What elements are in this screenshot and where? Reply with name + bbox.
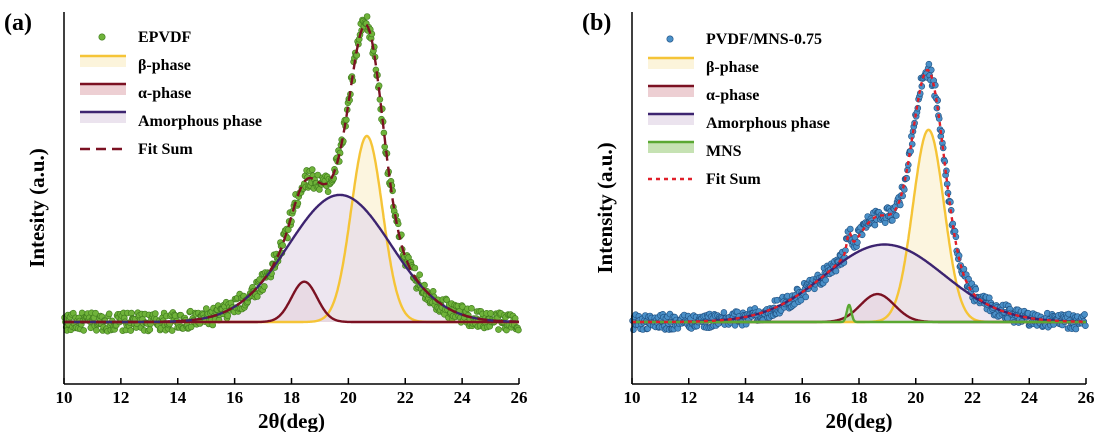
x-tick-label: 18 xyxy=(851,388,868,407)
data-point xyxy=(105,310,113,318)
data-point xyxy=(187,323,195,331)
y-axis-title: Intesity (a.u.) xyxy=(25,148,49,268)
legend-label: Amorphous phase xyxy=(706,115,830,132)
data-point xyxy=(1082,322,1089,330)
x-tick-label: 10 xyxy=(56,388,73,407)
data-point xyxy=(802,293,810,301)
data-point xyxy=(93,326,100,334)
legend-marker xyxy=(666,35,674,43)
data-point xyxy=(376,96,384,103)
x-tick-label: 22 xyxy=(964,388,981,407)
x-tick-label: 26 xyxy=(511,388,528,407)
data-point xyxy=(80,327,87,334)
x-tick-label: 24 xyxy=(1021,388,1039,407)
data-point xyxy=(720,309,728,316)
legend-swatch xyxy=(80,112,126,123)
data-point xyxy=(146,326,154,333)
data-point xyxy=(416,271,424,279)
x-axis-title: 2θ(deg) xyxy=(826,409,893,432)
chart-panel-a: 10 12 14 16 18 20 22 24 26 2θ(deg) Intesity (a.u.)… xyxy=(4,10,528,432)
data-point xyxy=(279,242,287,249)
x-tick-label: 18 xyxy=(283,388,300,407)
legend-label: PVDF/MNS-0.75 xyxy=(706,31,822,48)
legend-swatch xyxy=(648,58,694,69)
y-axis-title: Intensity (a.u.) xyxy=(593,142,617,273)
peak-fill-amorphous-phase xyxy=(64,194,519,322)
panel-label: (b) xyxy=(582,10,611,36)
data-point xyxy=(324,188,332,195)
legend-label: α-phase xyxy=(706,87,759,104)
data-point xyxy=(495,326,502,333)
data-point xyxy=(846,225,854,233)
data-point xyxy=(925,60,933,68)
legend-label: Amorphous phase xyxy=(138,113,262,130)
data-point xyxy=(972,285,980,293)
x-tick-label: 24 xyxy=(454,388,472,407)
legend: EPVDF β-phase α-phase Amorphous phase Fit Su… xyxy=(80,29,262,158)
x-tick-label: 14 xyxy=(737,388,755,407)
data-point xyxy=(253,293,261,300)
data-point xyxy=(261,283,268,290)
data-point xyxy=(152,310,159,317)
legend-swatch xyxy=(648,86,694,97)
legend-marker xyxy=(98,33,106,41)
data-point xyxy=(822,276,829,284)
legend: PVDF/MNS-0.75 β-phase α-phase Amorphous pha… xyxy=(648,31,830,188)
legend-swatch xyxy=(648,142,694,153)
x-tick-label: 20 xyxy=(340,388,357,407)
x-tick-label: 26 xyxy=(1078,388,1095,407)
data-point xyxy=(892,212,900,219)
legend-swatch xyxy=(648,114,694,125)
x-tick-label: 20 xyxy=(907,388,924,407)
legend-label: Fit Sum xyxy=(138,141,193,158)
data-point xyxy=(411,264,419,272)
x-axis-title: 2θ(deg) xyxy=(258,409,325,432)
data-point xyxy=(92,309,99,317)
scatter-series xyxy=(61,13,522,335)
x-tick-label: 16 xyxy=(794,388,811,407)
data-point xyxy=(1081,311,1088,318)
data-point xyxy=(889,217,896,224)
x-tick-label: 22 xyxy=(397,388,414,407)
data-point xyxy=(429,287,437,295)
x-tick-label: 10 xyxy=(624,388,641,407)
legend-swatch xyxy=(80,84,126,95)
legend-label: α-phase xyxy=(138,85,191,102)
legend-label: β-phase xyxy=(706,59,759,76)
x-tick-label: 16 xyxy=(226,388,243,407)
legend-swatch xyxy=(80,56,126,67)
data-point xyxy=(308,166,316,173)
data-point xyxy=(468,304,475,312)
data-point xyxy=(343,116,350,124)
data-point xyxy=(1072,325,1080,333)
data-point xyxy=(871,221,879,229)
legend-label: β-phase xyxy=(138,57,191,74)
x-tick-label: 14 xyxy=(169,388,187,407)
x-tick-label: 12 xyxy=(680,388,697,407)
data-point xyxy=(515,326,522,334)
legend-label: MNS xyxy=(706,143,742,160)
data-point xyxy=(224,312,232,320)
data-point xyxy=(363,13,371,20)
data-point xyxy=(832,267,840,275)
fit-sum-line xyxy=(632,68,1086,324)
legend-label: Fit Sum xyxy=(706,171,761,188)
data-point xyxy=(487,309,494,317)
chart-panel-b: 10 12 14 16 18 20 22 24 26 2θ(deg) Intensity (a.u.… xyxy=(582,10,1095,432)
data-point xyxy=(168,327,176,334)
data-point xyxy=(127,327,134,334)
peak-line-amorphous-phase xyxy=(64,193,519,324)
x-tick-label: 12 xyxy=(112,388,129,407)
panel-label: (a) xyxy=(4,10,32,36)
legend-label: EPVDF xyxy=(138,29,192,46)
